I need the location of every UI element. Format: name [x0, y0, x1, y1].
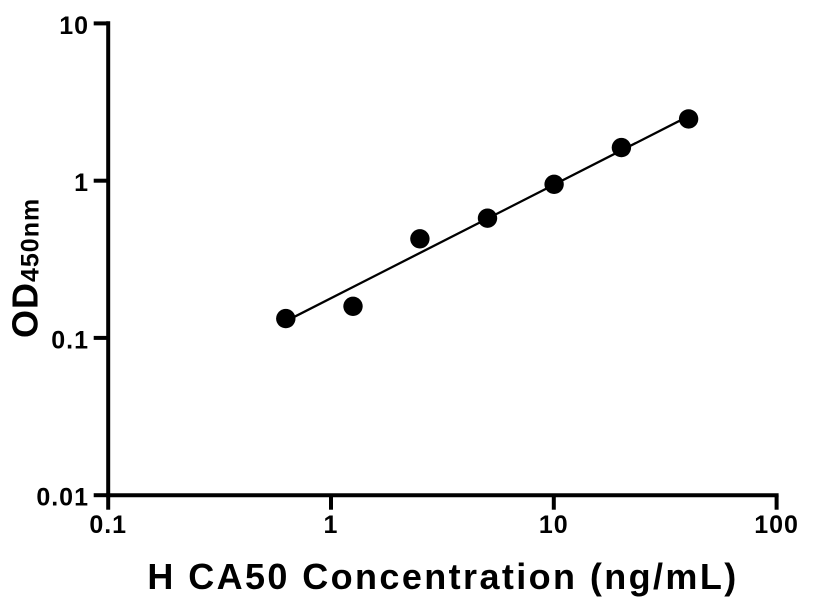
svg-text:10: 10 [59, 12, 89, 40]
svg-text:100: 100 [754, 511, 799, 539]
svg-text:1: 1 [324, 511, 339, 539]
svg-text:H CA50 Concentration (ng/mL): H CA50 Concentration (ng/mL) [147, 556, 738, 597]
svg-text:0.1: 0.1 [51, 326, 89, 354]
svg-text:0.01: 0.01 [36, 484, 89, 512]
svg-text:0.1: 0.1 [89, 511, 127, 539]
svg-text:10: 10 [539, 511, 569, 539]
svg-text:1: 1 [74, 169, 89, 197]
